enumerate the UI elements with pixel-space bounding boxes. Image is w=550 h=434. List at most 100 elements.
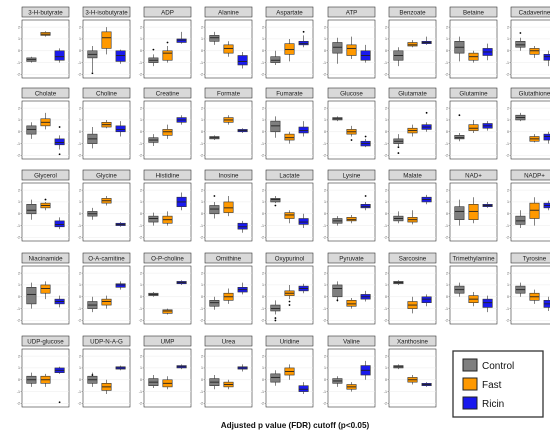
panel-strip [327,6,376,18]
y-tick-label: 2 [79,271,81,275]
y-tick-label: -1 [506,61,509,65]
y-tick-label: -2 [384,236,387,240]
y-tick-label: -1 [323,142,326,146]
y-tick-label: -1 [200,307,203,311]
box-fast [468,124,479,131]
box-ricin [237,55,248,66]
y-tick-label: 2 [385,106,387,110]
outlier-point [397,146,400,149]
y-tick-label: 1 [201,200,203,204]
y-tick-label: -2 [139,236,142,240]
y-tick-label: 2 [262,271,264,275]
y-tick-label: 1 [446,200,448,204]
y-tick-label: 0 [201,295,203,299]
outlier-point [213,195,216,197]
y-tick-label: 2 [324,188,326,192]
y-tick-label: 1 [446,37,448,41]
panel-strip [327,335,376,347]
panel-3-h-isobutyrate: 3-H-isobutyrate -2 -1 0 1 2 [78,6,131,79]
panel-aspartate: Aspartate -2 -1 0 1 2 [261,6,314,79]
box-fast [101,31,112,49]
y-tick-label: 2 [79,106,81,110]
outlier-point [274,204,277,207]
y-tick-label: -1 [384,307,387,311]
box-fast [284,43,295,55]
panel-lactate: Lactate -2 -1 0 1 2 [261,169,314,242]
y-tick-label: -2 [261,154,264,158]
y-tick-label: 1 [446,283,448,287]
panel-valine: Valine -2 -1 0 1 2 [323,335,376,408]
y-tick-label: 2 [507,106,509,110]
y-tick-label: 2 [324,271,326,275]
box-control [270,56,281,63]
y-tick-label: -2 [323,319,326,323]
panel-title: Glutathione [519,90,550,97]
box-control [270,304,281,312]
panel-strip [510,169,550,181]
y-tick-label: 0 [18,130,20,134]
box-control [270,120,281,133]
y-tick-label: -1 [78,142,81,146]
y-tick-label: -2 [17,73,20,77]
panel-title: ATP [346,9,358,16]
panel-title: 3-H-butyrate [28,9,63,16]
panel-plot-area [327,348,376,408]
y-tick-label: -2 [384,319,387,323]
box-fast [162,50,173,61]
panel-strip [204,169,253,181]
y-tick-label: 2 [140,25,142,29]
legend: Control Fast Ricin [452,350,544,418]
panel-title: UMP [161,338,175,345]
y-tick-label: 0 [79,212,81,216]
legend-swatch-fast [462,377,478,391]
y-tick-label: 2 [446,106,448,110]
box-fast [346,217,357,222]
panel-betaine: Betaine -2 -1 0 1 2 [445,6,498,79]
outlier-point [288,304,291,306]
y-tick-label: 1 [201,118,203,122]
y-tick-label: 1 [140,37,142,41]
y-tick-label: 1 [201,37,203,41]
panel-adp: ADP -2 -1 0 1 2 [139,6,192,79]
y-tick-label: 1 [507,283,509,287]
y-tick-label: 2 [140,106,142,110]
y-tick-label: 2 [446,271,448,275]
panel-title: Choline [96,90,118,97]
y-tick-label: 0 [18,212,20,216]
y-tick-label: -1 [17,307,20,311]
panel-o-p-choline: O-P-choline -2 -1 0 1 2 [139,252,192,325]
x-axis-title: Adjusted p value (FDR) cutoff (p<0.05) [221,421,370,430]
y-tick-label: 2 [18,271,20,275]
box-fast [223,201,234,213]
panel-title: Oxypurinol [275,255,305,262]
panel-strip [21,6,70,18]
y-tick-label: -1 [323,390,326,394]
y-tick-label: 1 [201,283,203,287]
y-tick-label: 0 [446,49,448,53]
outlier-point [58,126,61,128]
y-tick-label: 0 [79,378,81,382]
panel-strip [265,335,314,347]
panel-strip [143,335,192,347]
box-fast [162,129,173,136]
y-tick-label: -1 [200,224,203,228]
panel-title: Tyrosine [523,255,547,262]
panel-oxypurinol: Oxypurinol -2 -1 0 1 2 [261,252,314,325]
y-tick-label: 0 [324,295,326,299]
box-ricin [543,133,550,141]
panel-strip [265,169,314,181]
panel-title: Betaine [463,9,485,16]
outlier-point [364,195,367,197]
legend-item-fast: Fast [462,377,502,391]
y-tick-label: 2 [18,354,20,358]
y-tick-label: -1 [261,307,264,311]
y-tick-label: 0 [507,212,509,216]
panel-nadp: NADP+ -2 -1 0 1 2 [506,169,550,242]
y-tick-label: 0 [446,212,448,216]
y-tick-label: 1 [385,118,387,122]
panel-title: Trimethylamine [452,255,495,262]
y-tick-label: -1 [139,142,142,146]
y-tick-label: 0 [140,212,142,216]
y-tick-label: -2 [78,236,81,240]
panel-title: Niacinamide [28,255,63,262]
